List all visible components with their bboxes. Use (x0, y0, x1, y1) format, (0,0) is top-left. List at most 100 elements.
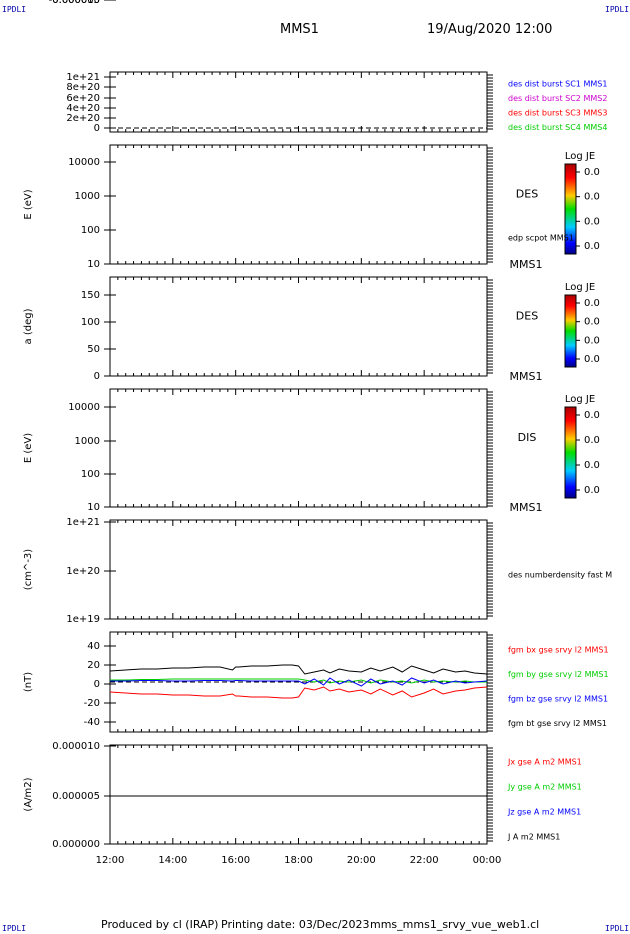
corner-label-top-right: IPDLI (605, 5, 630, 14)
panel-7-legend-entry: Jz gse A m2 MMS1 (507, 808, 581, 817)
panel-2-colorbar-tick-label: 0.0 (584, 241, 600, 252)
panel-3-ytick-label: 150 (81, 290, 100, 301)
panel-3-colorbar-tick-label: 0.0 (584, 298, 600, 309)
panel-6-legend-entry: fgm bz gse srvy l2 MMS1 (508, 695, 608, 704)
panel-6-series-by (110, 678, 487, 684)
xaxis-tick-label: 14:00 (158, 855, 187, 866)
panel-5-ytick-label: 1e+20 (66, 566, 100, 577)
corner-label-bottom-left: IPDLI (2, 924, 27, 933)
panel-1-legend-entry: des dist burst SC3 MMS3 (508, 109, 607, 118)
panel-6-ylabel: (nT) (23, 672, 34, 692)
panel-7-legend-entry: Jy gse A m2 MMS1 (507, 783, 582, 792)
panel-3-colorbar (564, 294, 577, 368)
panel-6-ytick-label: -40 (84, 717, 100, 728)
panel-2-ytick-label: 100 (81, 225, 100, 236)
panel-4-colorbar-tick-label: 0.0 (584, 435, 600, 446)
panel-6-legend-entry: fgm by gse srvy l2 MMS1 (508, 670, 609, 679)
xaxis-tick-label: 20:00 (347, 855, 376, 866)
panel-5-ytick-label: 1e+21 (66, 517, 100, 528)
panel-2-colorbar-tick-label: 0.0 (584, 192, 600, 203)
panel-2-colorbar (564, 163, 577, 255)
panel-3-colorbar-tick-label: 0.0 (584, 317, 600, 328)
panel-7-ytick-label: -0.000010 (49, 0, 100, 6)
panel-4-ytick-label: 100 (81, 469, 100, 480)
xaxis-tick-label: 16:00 (221, 855, 250, 866)
panel-5-legend-entry: des numberdensity fast M (508, 571, 612, 580)
panel-4-frame (109, 388, 488, 508)
footer-filename: mms_mms1_srvy_vue_web1.cl (370, 918, 540, 931)
panel-6-ytick-label: 20 (87, 660, 100, 671)
panel-2-ytick-label: 10000 (68, 157, 100, 168)
panel-7-ytick-label: -0.000005 (49, 0, 100, 6)
panel-3-colorbar-title: Log JE (565, 282, 595, 293)
panel-3-ytick-label: 0 (94, 371, 100, 382)
panel-7-ylabel: (A/m2) (23, 777, 34, 811)
panel-4-ytick-label: 1000 (75, 436, 100, 447)
panel-3-spacecraft-label: MMS1 (510, 370, 543, 383)
panel-4-colorbar (564, 406, 577, 499)
xaxis-tick-label: 12:00 (96, 855, 125, 866)
panel-7-ytick-label: 0.000000 (52, 839, 100, 850)
xaxis-tick-label: 00:00 (473, 855, 502, 866)
xaxis-tick-label: 22:00 (410, 855, 439, 866)
panel-1-ytick-label: 4e+20 (66, 103, 100, 114)
spacecraft-title: MMS1 (280, 22, 319, 37)
panel-7-ytick-label: 0.000010 (52, 741, 100, 752)
panel-2-colorbar-title: Log JE (565, 151, 595, 162)
panel-1-ytick-label: 6e+20 (66, 93, 100, 104)
corner-label-top-left: IPDLI (2, 5, 27, 14)
panel-2-colorbar-tick-label: 0.0 (584, 167, 600, 178)
panel-3-ylabel: a (deg) (23, 308, 34, 344)
panel-1-ytick-label: 1e+21 (66, 72, 100, 83)
panel-4-colorbar-title: Log JE (565, 394, 595, 405)
panel-2-ytick-label: 1000 (75, 191, 100, 202)
panel-6-series-bx (109, 686, 488, 699)
panel-3-frame (109, 276, 488, 377)
panel-3-instrument-label: DES (516, 310, 538, 323)
panel-2-overlay-label: edp scpot MMS1 (508, 234, 574, 243)
panel-3-colorbar-tick-label: 0.0 (584, 335, 600, 346)
panel-5-ylabel: (cm^-3) (23, 549, 34, 590)
panel-4-ytick-label: 10 (87, 502, 100, 513)
footer-produced-by: Produced by cl (IRAP) (101, 918, 219, 931)
panel-2-spacecraft-label: MMS1 (510, 258, 543, 271)
panel-2-instrument-label: DES (516, 188, 538, 201)
panel-4-colorbar-tick-label: 0.0 (584, 460, 600, 471)
panel-7-frame (109, 744, 488, 845)
datetime-title: 19/Aug/2020 12:00 (427, 22, 553, 37)
panel-4-colorbar-tick-label: 0.0 (584, 485, 600, 496)
panel-6-series-bz (110, 677, 488, 687)
panel-1-ytick-label: 0 (94, 123, 100, 134)
panel-6-series-bt (109, 664, 488, 675)
panel-1-ytick-label: 8e+20 (66, 82, 100, 93)
panel-1-legend-entry: des dist burst SC4 MMS4 (508, 123, 607, 132)
panel-3-ytick-label: 50 (87, 344, 100, 355)
panel-4-spacecraft-label: MMS1 (510, 501, 543, 514)
footer-printing-date: Printing date: 03/Dec/2023 (221, 918, 370, 931)
panel-1-frame (109, 71, 488, 133)
panel-5-frame (109, 519, 488, 620)
panel-5-ytick-label: 1e+19 (66, 614, 100, 625)
panel-6-ytick-label: 0 (94, 679, 100, 690)
panel-6-ytick-label: -20 (84, 698, 100, 709)
panel-1-ytick-label: 2e+20 (66, 113, 100, 124)
panel-3-ytick-label: 100 (81, 317, 100, 328)
panel-7-legend-entry: Jx gse A m2 MMS1 (507, 758, 582, 767)
panel-6-legend-entry: fgm bt gse srvy l2 MMS1 (508, 719, 607, 728)
panel-1-legend-entry: des dist burst SC2 MMS2 (508, 94, 607, 103)
panel-6-legend-entry: fgm bx gse srvy l2 MMS1 (508, 646, 609, 655)
corner-label-bottom-right: IPDLI (605, 924, 630, 933)
panel-3-colorbar-tick-label: 0.0 (584, 354, 600, 365)
panel-4-instrument-label: DIS (518, 431, 537, 444)
panel-2-frame (109, 144, 488, 265)
panel-1-legend-entry: des dist burst SC1 MMS1 (508, 80, 607, 89)
panel-7-legend-entry: J A m2 MMS1 (507, 833, 560, 842)
panel-7-ytick-label: 0.000005 (52, 791, 100, 802)
panel-6-ytick-label: 40 (87, 641, 100, 652)
panel-4-colorbar-tick-label: 0.0 (584, 410, 600, 421)
panel-2-ylabel: E (eV) (23, 189, 34, 219)
panel-2-ytick-label: 10 (87, 259, 100, 270)
xaxis-tick-label: 18:00 (284, 855, 313, 866)
panel-4-ylabel: E (eV) (23, 433, 34, 463)
